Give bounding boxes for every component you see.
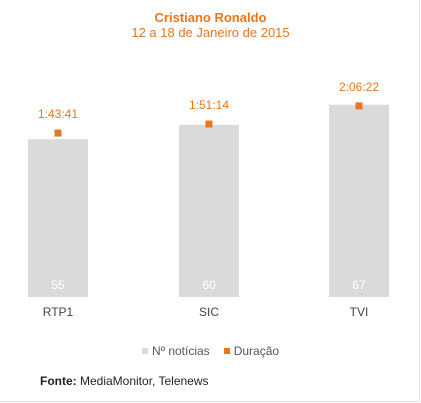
duration-marker-rtp1: [54, 129, 62, 137]
bar-value-label-rtp1: 55: [51, 278, 65, 292]
legend-item-noticias[interactable]: Nº notícias: [141, 344, 210, 358]
duration-label-tvi: 2:06:22: [339, 80, 379, 94]
chart-subtitle: 12 a 18 de Janeiro de 2015: [131, 25, 290, 40]
category-label-rtp1: RTP1: [43, 305, 74, 319]
duration-marker-tvi: [355, 102, 363, 110]
legend-swatch-duracao: [223, 348, 230, 354]
legend-label-duracao: Duração: [233, 344, 280, 358]
bar-sic: [179, 124, 239, 297]
source-label: Fonte:: [40, 374, 77, 388]
duration-label-sic: 1:51:14: [189, 98, 229, 112]
legend-label-noticias: Nº notícias: [151, 344, 210, 358]
category-label-tvi: TVI: [350, 305, 369, 319]
category-label-sic: SIC: [199, 305, 219, 319]
duration-marker-sic: [205, 120, 213, 128]
bar-rtp1: [28, 139, 88, 297]
source-text: MediaMonitor, Telenews: [76, 374, 209, 388]
bar-value-label-sic: 60: [202, 278, 216, 292]
source-note: Fonte: MediaMonitor, Telenews: [40, 374, 209, 388]
chart-title: Cristiano Ronaldo: [154, 10, 267, 25]
duration-label-rtp1: 1:43:41: [38, 107, 78, 121]
chart-legend: Nº notícias Duração: [0, 344, 421, 358]
legend-item-duracao[interactable]: Duração: [223, 344, 280, 358]
legend-swatch-noticias: [141, 348, 148, 354]
bar-tvi: [329, 104, 389, 298]
bar-value-label-tvi: 67: [352, 278, 366, 292]
